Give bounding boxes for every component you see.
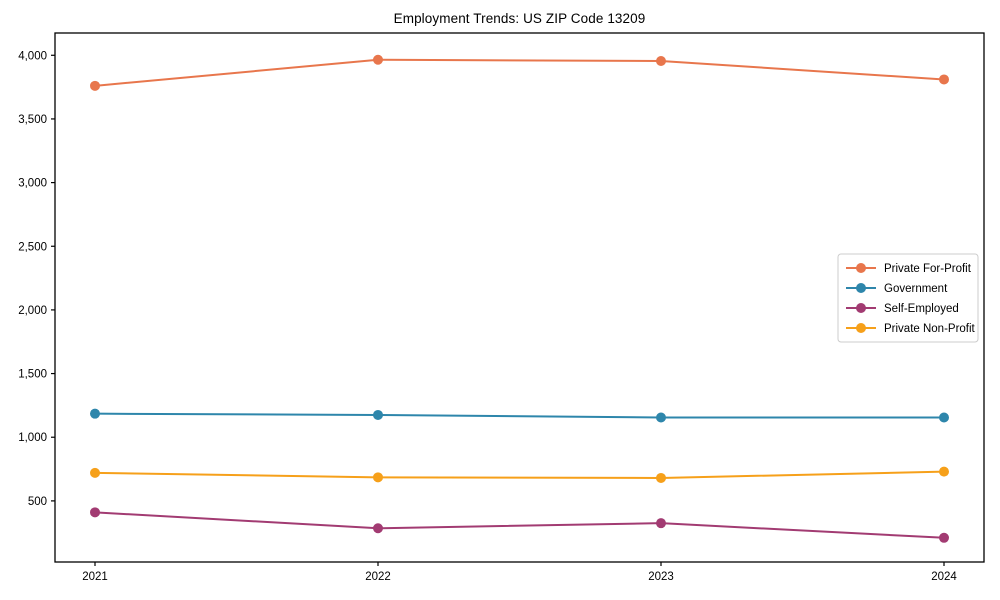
chart-marker-government: [939, 412, 949, 423]
y-tick-label: 1,500: [18, 369, 47, 381]
chart-marker-government: [656, 412, 666, 423]
chart-marker-government: [373, 409, 383, 420]
y-tick-label: 3,500: [18, 114, 47, 126]
chart-marker-private-for-profit: [939, 74, 949, 85]
chart-marker-private-for-profit: [656, 56, 666, 67]
legend-label-self-employed: Self-Employed: [884, 303, 959, 315]
y-tick-label: 1,000: [18, 432, 47, 444]
y-tick-label: 2,000: [18, 305, 47, 317]
x-tick-label: 2024: [931, 571, 957, 583]
legend-marker-government: [856, 283, 866, 293]
legend-label-government: Government: [884, 283, 948, 295]
chart-line-private-for-profit: [94, 58, 945, 87]
chart-marker-private-for-profit: [90, 80, 100, 91]
legend-marker-private-for-profit: [856, 263, 866, 273]
legend-marker-private-non-profit: [856, 323, 866, 333]
x-tick-label: 2023: [648, 571, 674, 583]
chart-marker-private-non-profit: [656, 472, 666, 483]
chart-marker-self-employed: [90, 507, 100, 518]
plot-border: [54, 32, 985, 563]
chart-title: Employment Trends: US ZIP Code 13209: [393, 11, 646, 26]
x-tick-label: 2021: [82, 571, 108, 583]
chart-line-private-non-profit: [94, 470, 945, 479]
x-tick-label: 2022: [365, 571, 391, 583]
chart-marker-self-employed: [373, 523, 383, 534]
chart-line-self-employed: [94, 511, 945, 539]
y-tick-label: 3,000: [18, 178, 47, 190]
chart-marker-private-non-profit: [939, 466, 949, 477]
chart-marker-private-non-profit: [90, 467, 100, 478]
legend-label-private-non-profit: Private Non-Profit: [884, 323, 976, 335]
y-tick-label: 4,000: [18, 50, 47, 62]
chart-marker-self-employed: [656, 518, 666, 529]
y-tick-label: 500: [28, 496, 47, 508]
legend-marker-self-employed: [856, 303, 866, 313]
chart-marker-private-non-profit: [373, 472, 383, 483]
chart-line-government: [94, 412, 945, 419]
y-tick-label: 2,500: [18, 241, 47, 253]
legend-label-private-for-profit: Private For-Profit: [884, 263, 972, 275]
legend-box: [837, 253, 979, 343]
chart-marker-private-for-profit: [373, 54, 383, 65]
chart-marker-government: [90, 408, 100, 419]
chart-marker-self-employed: [939, 532, 949, 543]
